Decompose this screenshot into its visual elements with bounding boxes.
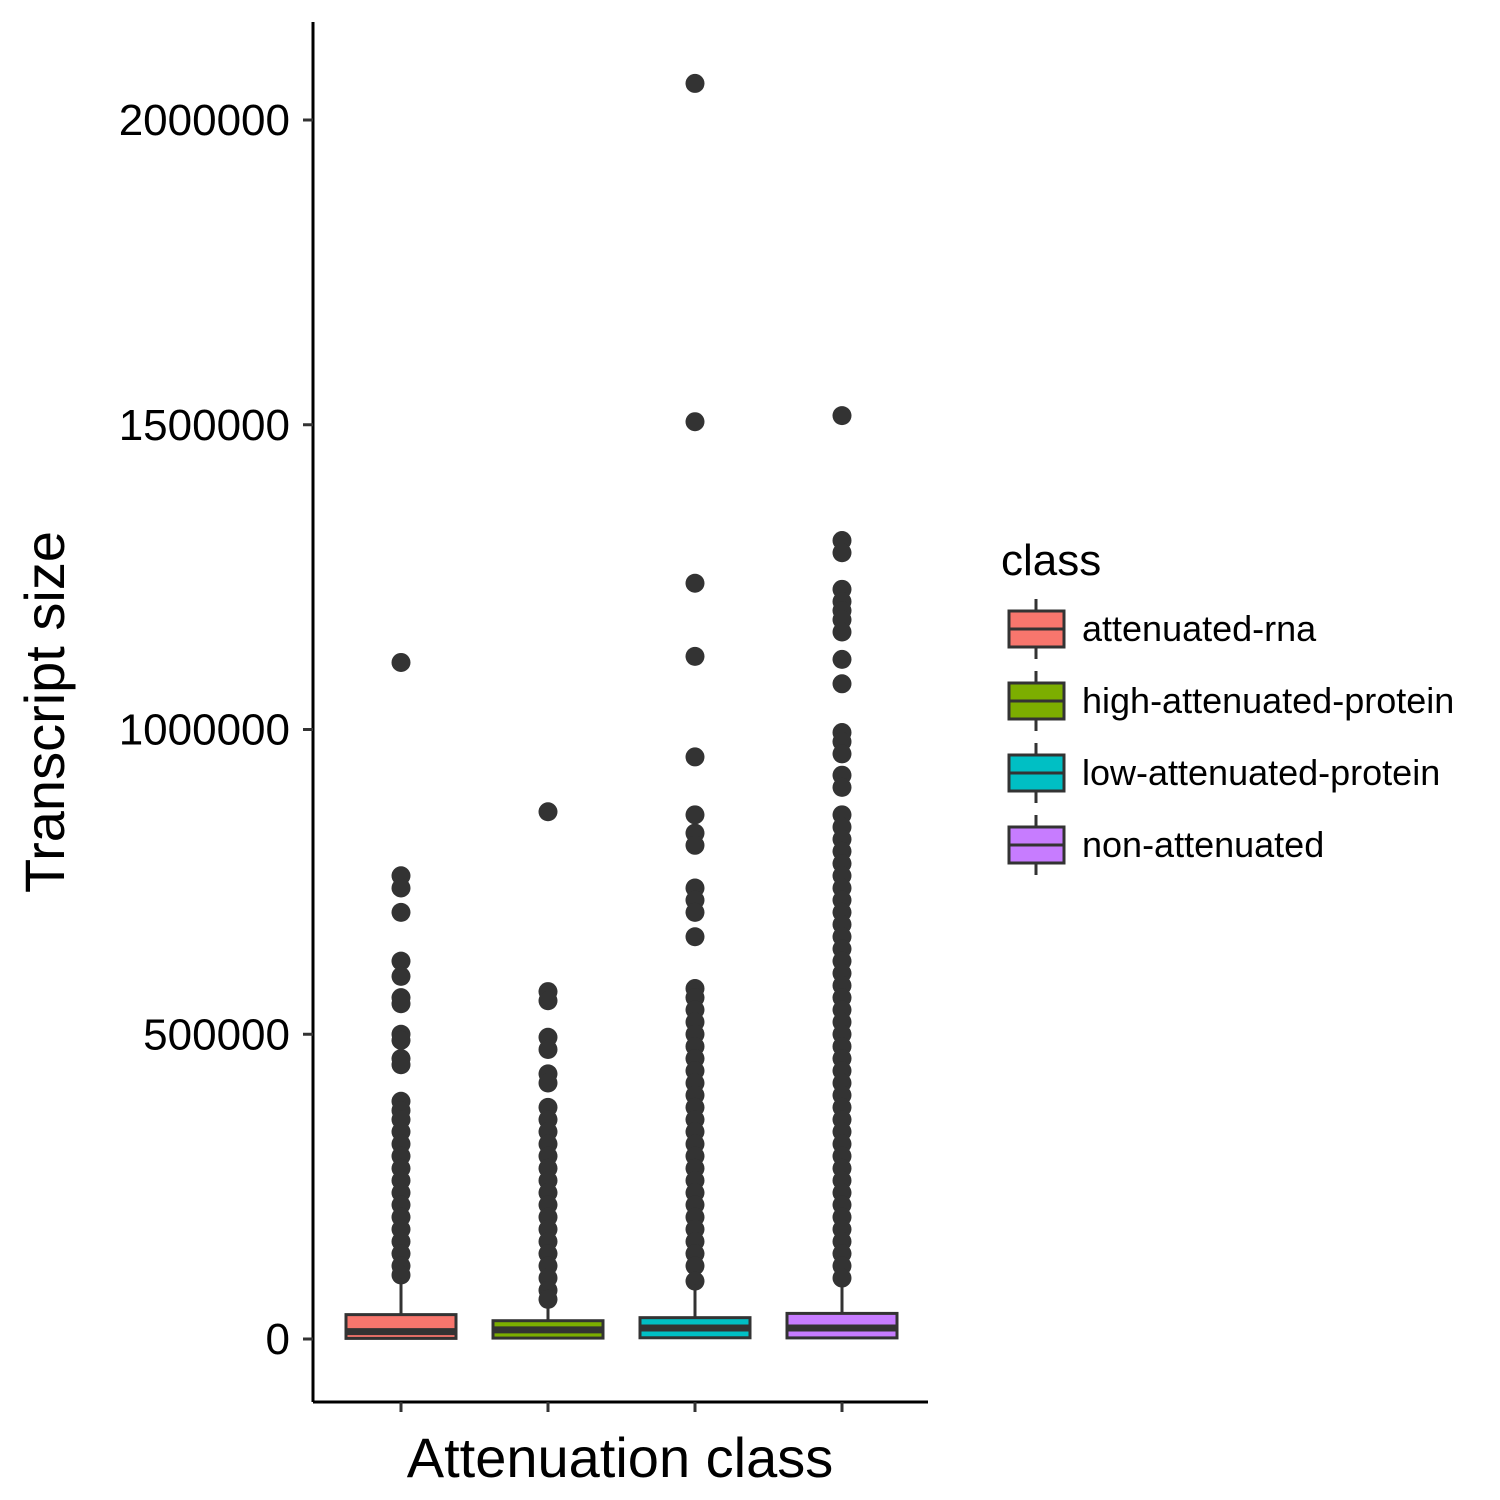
outlier-point — [685, 646, 705, 666]
outlier-point — [391, 966, 411, 986]
outlier-point — [832, 649, 852, 669]
outlier-point — [832, 622, 852, 642]
outlier-point — [685, 835, 705, 855]
outlier-point — [832, 406, 852, 426]
outlier-point — [832, 674, 852, 694]
legend: class attenuated-rna high-attenuated-prot… — [1001, 536, 1454, 875]
outlier-point — [685, 747, 705, 767]
y-tick-label: 1000000 — [119, 706, 290, 755]
outlier-point — [685, 73, 705, 93]
outlier-point — [538, 1073, 558, 1093]
legend-label: high-attenuated-protein — [1082, 680, 1454, 721]
legend-item-low-attenuated-protein: low-attenuated-protein — [1007, 743, 1440, 803]
outlier-point — [391, 1265, 411, 1285]
outlier-point — [685, 902, 705, 922]
box-group-low-attenuated-protein — [638, 73, 752, 1340]
outlier-point — [391, 878, 411, 898]
box-group-high-attenuated-protein — [491, 802, 605, 1340]
box-group-attenuated-rna — [344, 652, 458, 1340]
outlier-point — [832, 744, 852, 764]
legend-title: class — [1001, 536, 1101, 585]
outlier-point — [685, 412, 705, 432]
outlier-point — [391, 652, 411, 672]
plot-area — [344, 73, 899, 1340]
y-tick-label: 0 — [266, 1315, 290, 1364]
y-ticks: 0 500000 1000000 1500000 2000000 — [119, 96, 313, 1364]
outlier-point — [685, 1271, 705, 1291]
y-tick-label: 500000 — [143, 1010, 290, 1059]
y-tick-label: 2000000 — [119, 96, 290, 145]
axes — [311, 22, 928, 1404]
legend-label: attenuated-rna — [1082, 608, 1317, 649]
outlier-point — [832, 543, 852, 563]
legend-item-high-attenuated-protein: high-attenuated-protein — [1007, 671, 1454, 731]
box-group-non-attenuated — [785, 406, 899, 1340]
outlier-point — [391, 902, 411, 922]
outlier-point — [391, 1030, 411, 1050]
outlier-point — [685, 573, 705, 593]
outlier-point — [538, 802, 558, 822]
outlier-point — [685, 805, 705, 825]
x-axis-title: Attenuation class — [407, 1426, 833, 1489]
outlier-point — [538, 1289, 558, 1309]
outlier-point — [538, 1039, 558, 1059]
outlier-point — [391, 951, 411, 971]
outlier-point — [391, 1055, 411, 1075]
legend-label: non-attenuated — [1082, 824, 1324, 865]
outlier-point — [832, 777, 852, 797]
y-tick-label: 1500000 — [119, 401, 290, 450]
outlier-point — [538, 991, 558, 1011]
x-ticks — [399, 1402, 844, 1412]
y-axis-title: Transcript size — [13, 531, 76, 893]
outlier-point — [391, 994, 411, 1014]
legend-label: low-attenuated-protein — [1082, 752, 1440, 793]
legend-item-non-attenuated: non-attenuated — [1007, 815, 1324, 875]
outlier-point — [832, 1268, 852, 1288]
legend-item-attenuated-rna: attenuated-rna — [1007, 599, 1317, 659]
outlier-point — [685, 927, 705, 947]
outlier-point — [685, 1256, 705, 1276]
